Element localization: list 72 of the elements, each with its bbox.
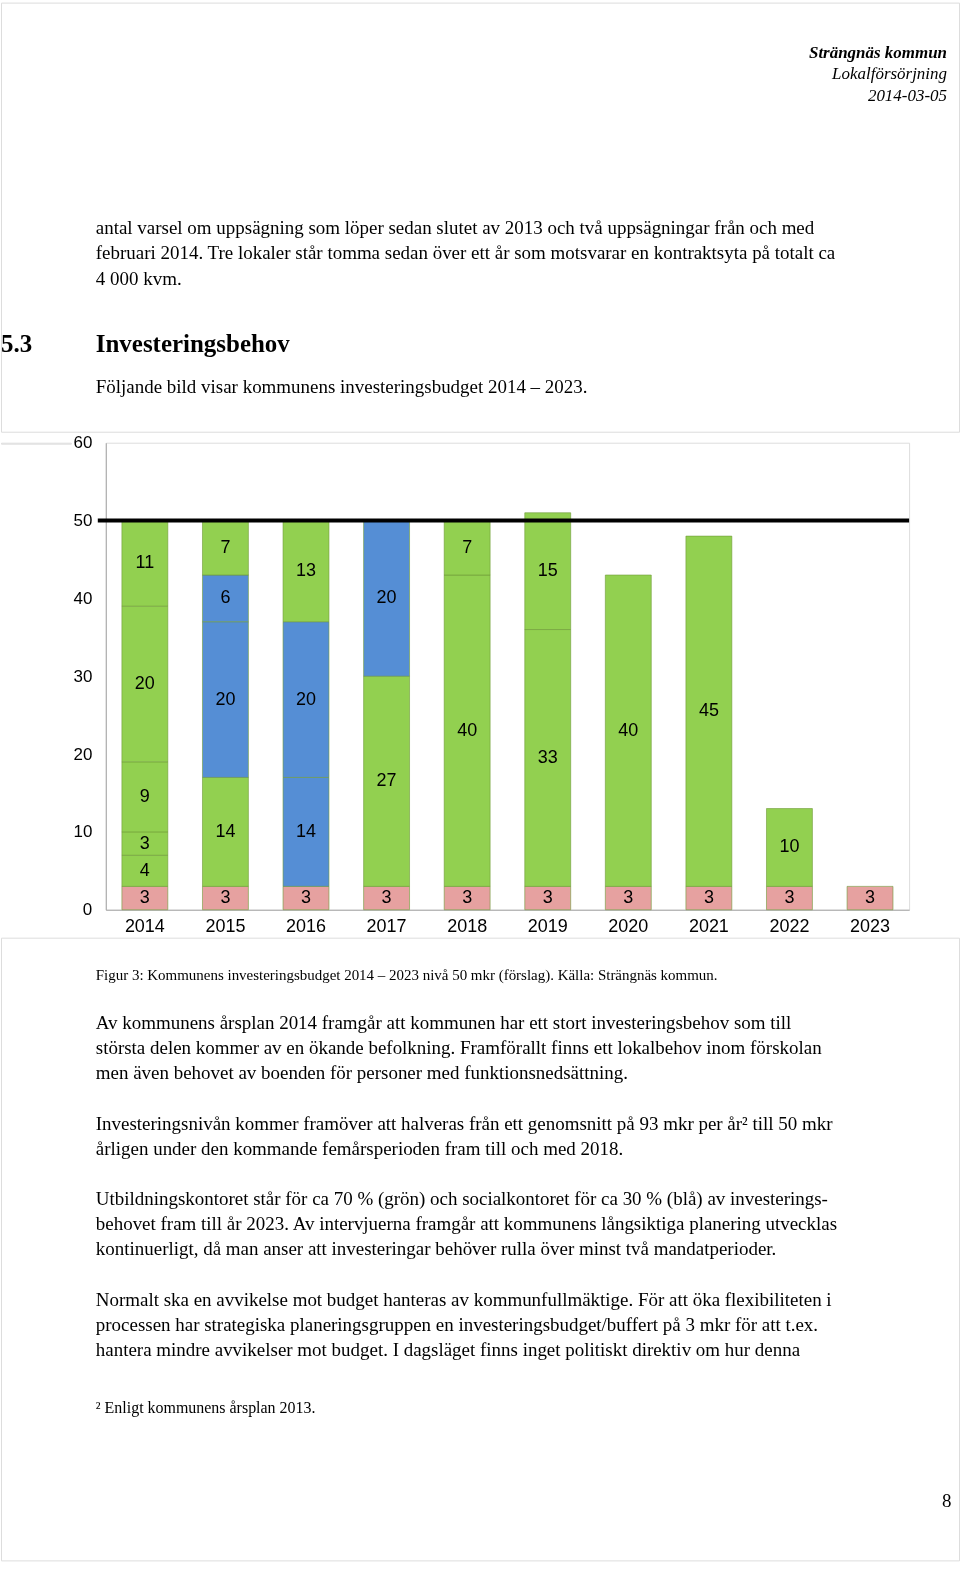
text: 8	[942, 1490, 952, 1512]
x-tick-label: 2017	[366, 916, 407, 937]
x-tick-label: 2014	[124, 916, 165, 937]
x-tick-label: 2016	[286, 916, 326, 937]
data-label: 13	[296, 560, 316, 581]
data-label: 3	[301, 887, 312, 908]
x-tick-label: 2020	[608, 916, 649, 937]
text: Utbildningskontoret står för ca 70 % (grön) och socialkontoret för ca 30 % (blå) av investerings-	[95, 1188, 828, 1211]
data-label: 27	[376, 770, 397, 791]
data-label: 11	[135, 552, 155, 573]
x-tick-label: 2021	[688, 916, 729, 937]
data-label: 3	[542, 887, 553, 908]
text: Investeringsbehov	[95, 329, 291, 357]
data-label: 3	[462, 887, 473, 908]
text: årligen under den kommande femårsperioden fram till och med 2018.	[95, 1138, 624, 1160]
y-tick-label: 10	[73, 822, 93, 842]
data-label: 3	[703, 887, 714, 908]
x-tick-label: 2018	[447, 916, 488, 937]
y-tick-label: 50	[73, 511, 93, 531]
x-tick-label: 2022	[769, 916, 810, 937]
data-label: 14	[215, 820, 236, 841]
data-label: 3	[220, 887, 231, 908]
data-label: 3	[623, 887, 634, 908]
x-tick-label: 2019	[527, 916, 568, 937]
data-label: 7	[220, 536, 231, 557]
data-label: 20	[215, 688, 236, 709]
text: Följande bild visar kommunens investeringsbudget 2014 – 2023.	[95, 375, 588, 397]
data-label: 3	[865, 887, 876, 908]
data-label: 3	[381, 887, 392, 908]
text: processen har strategiska planeringsgruppen en investeringsbudget/buffert på 3 mkr för att t.ex.	[95, 1313, 819, 1335]
text: Av kommunens årsplan 2014 framgår att kommunen har ett stort investeringsbehov som till	[95, 1012, 792, 1034]
text: behovet fram till år 2023. Av intervjuerna framgår att kommunens långsiktiga planering utvecklas	[95, 1213, 838, 1235]
data-label: 40	[457, 719, 478, 740]
text: kontinuerligt, då man anser att investeringar behöver rulla över minst två mandatperioder.	[95, 1238, 777, 1260]
text: ² Enligt kommunens årsplan 2013.	[95, 1398, 316, 1417]
data-label: 7	[462, 536, 473, 557]
text: februari 2014. Tre lokaler står tomma sedan över ett år som motsvarar en kontraktsyta på totalt ca	[95, 242, 836, 264]
data-label: 3	[139, 887, 150, 908]
x-tick-label: 2023	[850, 916, 890, 937]
data-label: 20	[134, 672, 155, 693]
data-label: 3	[784, 887, 795, 908]
y-tick-label: 60	[73, 433, 93, 453]
data-label: 45	[698, 700, 719, 721]
text: men även behovet av boenden för personer med funktionsnedsättning.	[95, 1062, 628, 1084]
text: Lokalförsörjning	[831, 64, 948, 84]
text: största delen kommer av en ökande befolkning. Framförallt finns ett lokalbehov inom förskolan	[95, 1037, 823, 1059]
data-label: 14	[296, 820, 316, 841]
text: Normalt ska en avvikelse mot budget hanteras av kommunfullmäktige. För att öka flexibiliteten i	[95, 1288, 832, 1310]
data-label: 9	[139, 785, 150, 806]
data-label: 33	[537, 746, 558, 767]
text: hantera mindre avvikelser mot budget. I dagsläget finns inget politiskt direktiv om hur denna	[95, 1338, 801, 1360]
data-label: 6	[220, 587, 231, 608]
data-label: 3	[139, 832, 150, 853]
text: Investeringsnivån kommer framöver att halveras från ett genomsnitt på 93 mkr per år² till 50 mkr	[95, 1113, 834, 1135]
y-tick-label: 20	[73, 744, 93, 764]
bar	[846, 886, 894, 911]
y-tick-label: 0	[82, 900, 93, 920]
text: 2014-03-05	[867, 86, 948, 106]
data-label: 20	[296, 688, 316, 709]
data-label: 40	[618, 719, 639, 740]
data-label: 15	[537, 560, 558, 581]
text: antal varsel om uppsägning som löper sedan slutet av 2013 och två uppsägningar från och med	[95, 217, 815, 239]
y-tick-label: 40	[73, 588, 93, 608]
y-tick-label: 30	[73, 666, 93, 686]
data-label: 20	[376, 587, 397, 608]
data-label: 10	[779, 836, 800, 857]
text: Strängnäs kommun	[808, 42, 948, 62]
text: 4 000 kvm.	[95, 268, 182, 290]
data-label: 4	[139, 859, 150, 880]
text: Figur 3: Kommunens investeringsbudget 2014 – 2023 nivå 50 mkr (förslag). Källa: Strängnäs kommun.	[95, 966, 718, 984]
text: 5.3	[1, 329, 33, 357]
x-tick-label: 2015	[205, 916, 246, 937]
